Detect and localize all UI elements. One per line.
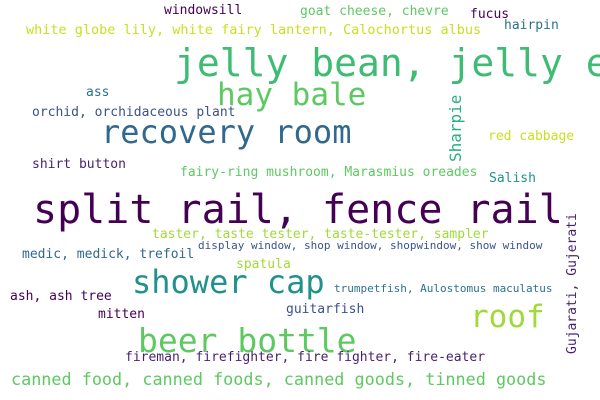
word-guitarfish: guitarfish	[286, 302, 365, 317]
word-hay-bale: hay bale	[217, 77, 367, 113]
word-jelly-bean: jelly bean, jelly egg	[174, 41, 600, 85]
word-display-window: display window, shop window, shopwindow,…	[198, 239, 543, 252]
word-ass: ass	[86, 85, 110, 100]
word-white-globe-lily: white globe lily, white fairy lantern, C…	[26, 22, 482, 38]
word-trumpetfish: trumpetfish, Aulostomus maculatus	[334, 282, 553, 295]
word-fairy-ring: fairy-ring mushroom, Marasmius oreades	[180, 165, 478, 180]
word-mitten: mitten	[98, 307, 145, 322]
word-red-cabbage: red cabbage	[488, 129, 575, 144]
word-shower-cap: shower cap	[132, 263, 325, 301]
word-orchid: orchid, orchidaceous plant	[32, 105, 236, 120]
word-hairpin: hairpin	[504, 18, 559, 33]
word-fireman: fireman, firefighter, fire fighter, fire…	[125, 350, 486, 365]
word-fucus: fucus	[470, 7, 510, 22]
word-roof: roof	[470, 299, 545, 335]
word-split-rail: split rail, fence rail	[33, 187, 563, 233]
word-spatula: spatula	[236, 257, 291, 272]
word-shirt-button: shirt button	[32, 157, 126, 172]
word-ash-tree: ash, ash tree	[10, 289, 112, 304]
word-gujarati: Gujarati, Gujerati	[565, 213, 580, 354]
word-windowsill: windowsill	[164, 3, 243, 18]
word-recovery-room: recovery room	[101, 113, 352, 151]
word-beer-bottle: beer bottle	[138, 321, 357, 360]
word-medic: medic, medick, trefoil	[22, 247, 195, 262]
word-canned-food: canned food, canned foods, canned goods,…	[11, 369, 547, 389]
word-sharpie: Sharpie	[446, 94, 465, 162]
word-taster: taster, taste tester, taste-tester, samp…	[152, 227, 489, 242]
word-goat-cheese: goat cheese, chevre	[300, 4, 449, 19]
word-salish: Salish	[489, 171, 536, 186]
